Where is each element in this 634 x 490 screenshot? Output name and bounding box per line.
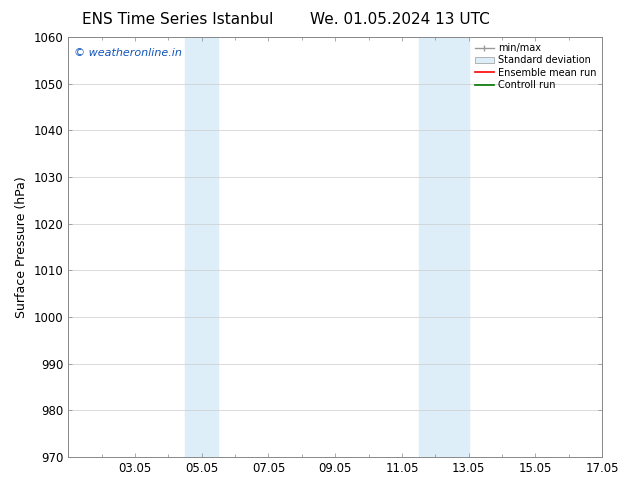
- Text: © weatheronline.in: © weatheronline.in: [74, 48, 181, 58]
- Y-axis label: Surface Pressure (hPa): Surface Pressure (hPa): [15, 176, 28, 318]
- Text: ENS Time Series Istanbul: ENS Time Series Istanbul: [82, 12, 273, 27]
- Legend: min/max, Standard deviation, Ensemble mean run, Controll run: min/max, Standard deviation, Ensemble me…: [470, 39, 600, 94]
- Title: ENS Time Series Istanbul     We. 01.05.2024 13 UTC: ENS Time Series Istanbul We. 01.05.2024 …: [0, 489, 1, 490]
- Bar: [418, 37, 469, 457]
- Text: We. 01.05.2024 13 UTC: We. 01.05.2024 13 UTC: [309, 12, 489, 27]
- Bar: [185, 37, 218, 457]
